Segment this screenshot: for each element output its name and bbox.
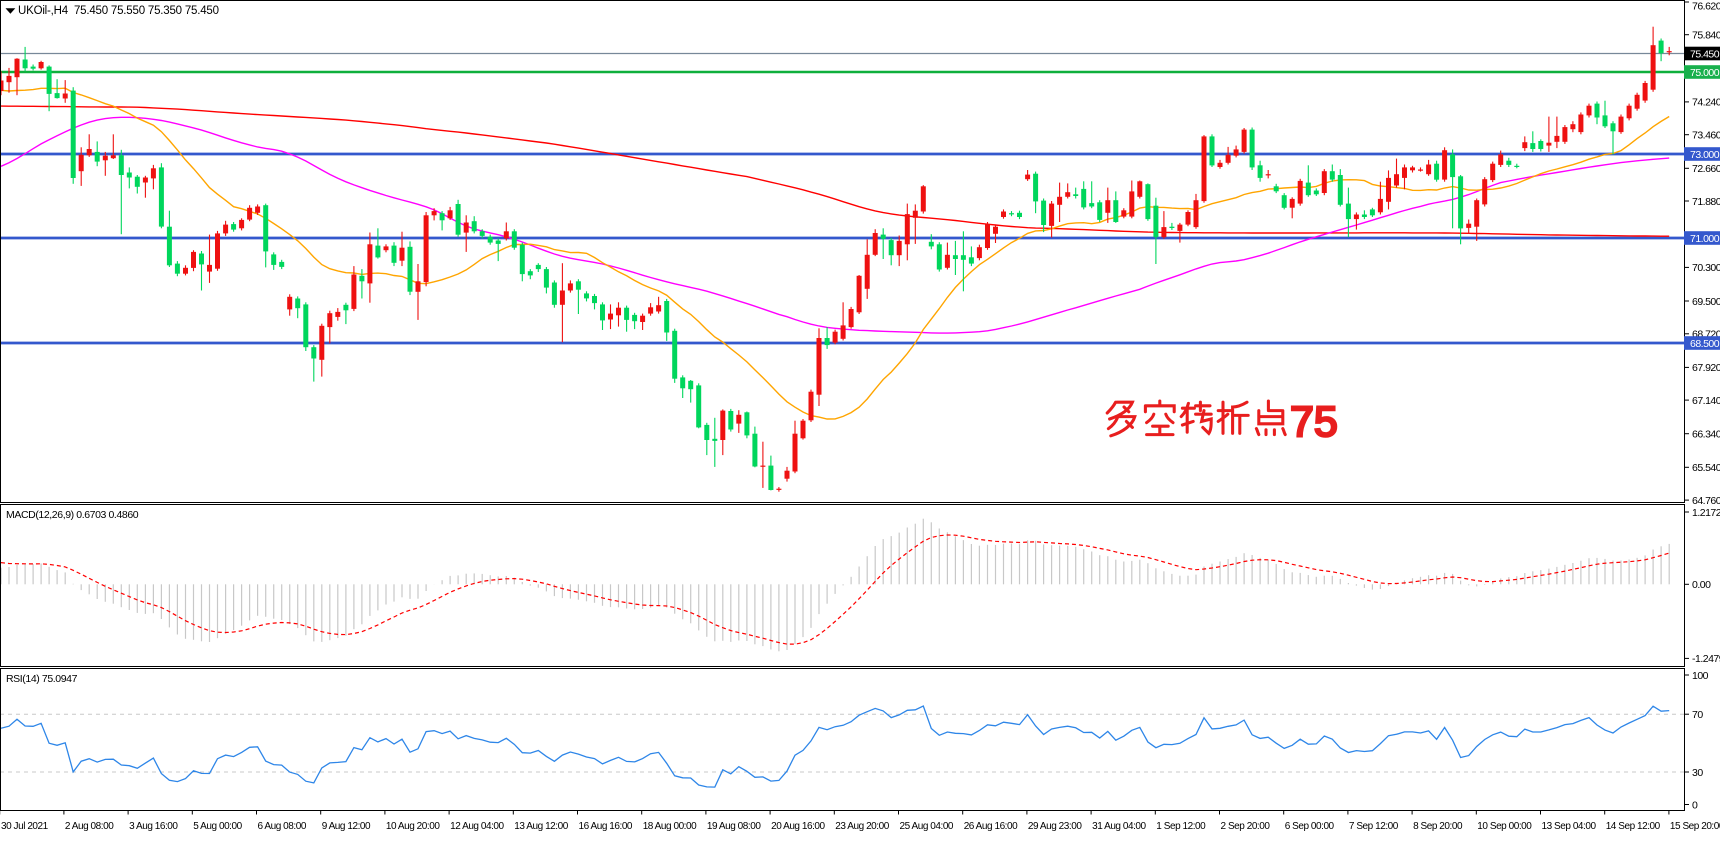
svg-text:19 Aug 08:00: 19 Aug 08:00	[707, 821, 761, 832]
svg-text:RSI(14) 75.0947: RSI(14) 75.0947	[6, 673, 78, 685]
svg-text:2 Sep 20:00: 2 Sep 20:00	[1221, 821, 1271, 832]
svg-text:0: 0	[1692, 799, 1698, 811]
svg-text:25 Aug 04:00: 25 Aug 04:00	[900, 821, 954, 832]
svg-text:14 Sep 12:00: 14 Sep 12:00	[1606, 821, 1661, 832]
svg-text:75.000: 75.000	[1690, 67, 1720, 79]
svg-text:75.840: 75.840	[1692, 30, 1720, 42]
svg-text:73.460: 73.460	[1692, 130, 1720, 142]
svg-text:75.450: 75.450	[1690, 48, 1720, 60]
svg-text:6 Aug 08:00: 6 Aug 08:00	[258, 821, 307, 832]
svg-text:UKOil-,H4 75.450 75.550 75.35: UKOil-,H4 75.450 75.550 75.350 75.450	[18, 5, 219, 17]
svg-text:13 Sep 04:00: 13 Sep 04:00	[1542, 821, 1597, 832]
svg-text:1 Sep 12:00: 1 Sep 12:00	[1156, 821, 1206, 832]
svg-text:3 Aug 16:00: 3 Aug 16:00	[129, 821, 178, 832]
svg-text:0.00: 0.00	[1692, 579, 1711, 591]
svg-text:26 Aug 16:00: 26 Aug 16:00	[964, 821, 1018, 832]
svg-text:67.920: 67.920	[1692, 362, 1720, 374]
svg-text:30 Jul 2021: 30 Jul 2021	[1, 821, 49, 832]
svg-text:70: 70	[1692, 709, 1703, 721]
svg-text:70.300: 70.300	[1692, 262, 1720, 274]
svg-text:6 Sep 00:00: 6 Sep 00:00	[1285, 821, 1335, 832]
svg-text:66.340: 66.340	[1692, 429, 1720, 441]
svg-text:13 Aug 12:00: 13 Aug 12:00	[514, 821, 568, 832]
svg-text:12 Aug 04:00: 12 Aug 04:00	[450, 821, 504, 832]
svg-text:30: 30	[1692, 767, 1703, 779]
svg-text:10 Aug 20:00: 10 Aug 20:00	[386, 821, 440, 832]
svg-text:9 Aug 12:00: 9 Aug 12:00	[322, 821, 371, 832]
svg-text:67.140: 67.140	[1692, 395, 1720, 407]
svg-text:71.000: 71.000	[1690, 233, 1720, 245]
svg-text:8 Sep 20:00: 8 Sep 20:00	[1413, 821, 1463, 832]
svg-text:16 Aug 16:00: 16 Aug 16:00	[579, 821, 633, 832]
svg-text:1.2172: 1.2172	[1692, 507, 1720, 519]
svg-text:20 Aug 16:00: 20 Aug 16:00	[771, 821, 825, 832]
svg-text:29 Aug 23:00: 29 Aug 23:00	[1028, 821, 1082, 832]
svg-text:10 Sep 00:00: 10 Sep 00:00	[1477, 821, 1532, 832]
svg-text:15 Sep 20:00: 15 Sep 20:00	[1670, 821, 1720, 832]
svg-text:65.540: 65.540	[1692, 462, 1720, 474]
svg-text:100: 100	[1692, 670, 1709, 682]
svg-text:MACD(12,26,9) 0.6703 0.4860: MACD(12,26,9) 0.6703 0.4860	[6, 509, 139, 521]
svg-text:71.880: 71.880	[1692, 196, 1720, 208]
svg-text:74.240: 74.240	[1692, 97, 1720, 109]
svg-text:68.500: 68.500	[1690, 338, 1720, 350]
svg-text:-1.2479: -1.2479	[1692, 653, 1720, 665]
svg-text:7 Sep 12:00: 7 Sep 12:00	[1349, 821, 1399, 832]
svg-text:23 Aug 20:00: 23 Aug 20:00	[835, 821, 889, 832]
svg-text:2 Aug 08:00: 2 Aug 08:00	[65, 821, 114, 832]
svg-text:18 Aug 00:00: 18 Aug 00:00	[643, 821, 697, 832]
svg-text:72.660: 72.660	[1692, 163, 1720, 175]
svg-text:75: 75	[1290, 398, 1338, 446]
svg-text:64.760: 64.760	[1692, 495, 1720, 507]
svg-text:69.500: 69.500	[1692, 296, 1720, 308]
svg-text:76.620: 76.620	[1692, 0, 1720, 12]
svg-text:31 Aug 04:00: 31 Aug 04:00	[1092, 821, 1146, 832]
svg-text:5 Aug 00:00: 5 Aug 00:00	[193, 821, 242, 832]
svg-text:73.000: 73.000	[1690, 149, 1720, 161]
